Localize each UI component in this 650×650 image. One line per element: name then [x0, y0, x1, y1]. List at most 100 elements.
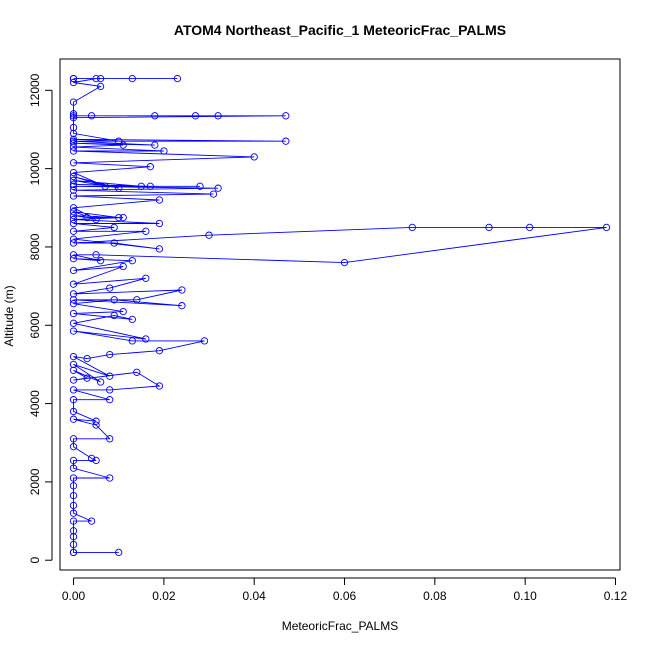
- data-point: [83, 374, 91, 382]
- data-point: [115, 213, 123, 222]
- data-point: [485, 223, 493, 232]
- data-point: [69, 464, 78, 472]
- x-tick-label: 0.06: [333, 589, 357, 603]
- data-point: [69, 415, 78, 423]
- data-point: [110, 223, 118, 232]
- data-point: [128, 337, 136, 345]
- x-tick-label: 0.00: [62, 589, 86, 603]
- data-point: [106, 284, 114, 292]
- data-point: [69, 172, 78, 181]
- data-point: [69, 182, 78, 190]
- data-point: [110, 239, 118, 247]
- data-point: [69, 386, 78, 394]
- data-point: [110, 311, 118, 320]
- data-point: [69, 110, 78, 118]
- data-point: [69, 491, 78, 500]
- y-tick-label: 0: [28, 557, 42, 564]
- data-point: [205, 231, 213, 239]
- data-point: [115, 548, 123, 557]
- data-point: [69, 280, 78, 288]
- data-point: [128, 315, 136, 324]
- data-point: [151, 141, 159, 149]
- data-point: [69, 266, 78, 275]
- data-point: [119, 307, 127, 316]
- data-point: [106, 396, 114, 404]
- data-point: [96, 82, 105, 91]
- data-point: [137, 182, 145, 190]
- data-point: [69, 137, 78, 145]
- data-point: [69, 296, 78, 304]
- data-point: [69, 211, 78, 220]
- data-point: [69, 114, 78, 122]
- data-point: [155, 347, 164, 355]
- data-point: [69, 98, 78, 106]
- data-point: [69, 235, 78, 243]
- data-point: [142, 227, 150, 235]
- data-point: [101, 182, 109, 190]
- data-point: [83, 213, 91, 222]
- data-point: [69, 501, 78, 510]
- data-point: [69, 74, 78, 83]
- y-tick-label: 10000: [28, 152, 42, 186]
- data-point: [69, 443, 78, 451]
- x-tick-label: 0.04: [243, 589, 267, 603]
- data-point: [69, 509, 78, 517]
- data-point: [106, 372, 114, 380]
- data-point: [87, 112, 96, 120]
- data-point: [69, 290, 78, 298]
- data-point: [69, 366, 78, 374]
- series-line: [71, 78, 607, 553]
- x-tick-label: 0.08: [423, 589, 447, 603]
- data-point: [282, 112, 290, 120]
- data-point: [106, 350, 114, 359]
- data-point: [250, 153, 258, 161]
- data-point: [106, 435, 114, 443]
- data-point: [119, 262, 127, 271]
- x-tick-label: 0.10: [513, 589, 537, 603]
- data-point: [92, 456, 100, 465]
- series-0: [69, 74, 611, 557]
- data-point: [69, 309, 78, 318]
- data-point: [69, 78, 78, 87]
- data-point: [142, 335, 150, 343]
- data-point: [69, 435, 78, 443]
- y-tick-label: 4000: [28, 390, 42, 417]
- data-point: [110, 296, 118, 304]
- data-point: [69, 300, 78, 308]
- data-point: [69, 215, 78, 224]
- data-point: [69, 548, 78, 557]
- y-tick-label: 6000: [28, 312, 42, 339]
- data-point: [69, 147, 78, 155]
- data-point: [69, 327, 78, 335]
- data-point: [115, 184, 123, 192]
- data-point: [69, 227, 78, 235]
- data-point: [340, 258, 349, 267]
- chart-title: ATOM4 Northeast_Pacific_1 MeteoricFrac_P…: [174, 22, 506, 38]
- data-point: [69, 527, 78, 535]
- data-point: [69, 176, 78, 185]
- y-tick-label: 8000: [28, 233, 42, 260]
- data-point: [146, 163, 154, 171]
- data-point: [69, 407, 78, 416]
- data-point: [69, 251, 78, 259]
- data-point: [96, 378, 105, 386]
- data-point: [96, 74, 105, 83]
- data-point: [69, 352, 78, 361]
- y-tick-label: 12000: [28, 73, 42, 107]
- data-point: [69, 396, 78, 404]
- data-point: [96, 257, 105, 265]
- data-point: [191, 112, 200, 120]
- data-point: [160, 147, 168, 155]
- data-point: [282, 137, 290, 145]
- data-point: [155, 219, 164, 228]
- data-point: [92, 215, 100, 224]
- data-point: [69, 123, 78, 132]
- data-point: [151, 112, 159, 120]
- data-point: [69, 540, 78, 549]
- data-point: [155, 245, 164, 253]
- y-axis-label: Altitude (m): [2, 285, 16, 346]
- data-point: [106, 474, 114, 482]
- data-point: [69, 168, 78, 177]
- data-point: [69, 139, 78, 147]
- x-tick-label: 0.12: [604, 589, 628, 603]
